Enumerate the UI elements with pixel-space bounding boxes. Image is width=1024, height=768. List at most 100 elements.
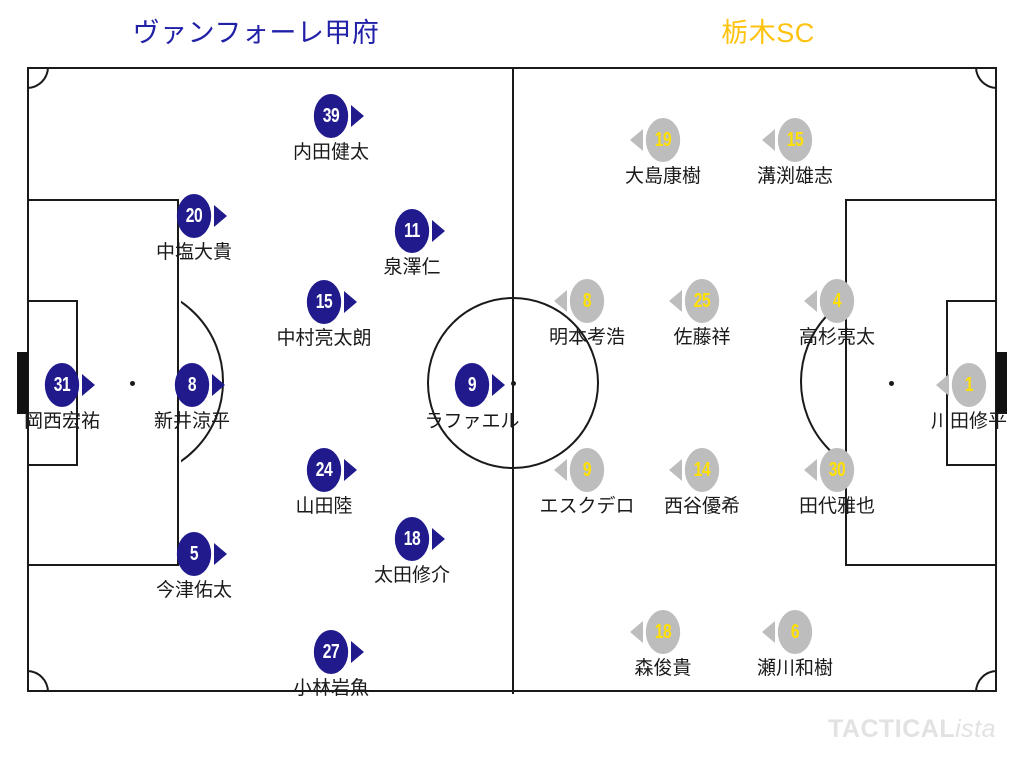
player-name: 瀬川和樹 [756, 658, 833, 679]
player-marker[interactable]: 9 [450, 363, 505, 407]
arrow-left-icon [630, 129, 643, 151]
player-marker[interactable]: 4 [804, 279, 859, 323]
arrow-left-icon [936, 374, 949, 396]
player-marker[interactable]: 6 [762, 610, 817, 654]
player-marker[interactable]: 19 [630, 118, 685, 162]
player-number: 8 [569, 279, 605, 323]
player-marker[interactable]: 5 [172, 532, 227, 576]
player-number: 25 [684, 279, 720, 323]
player-marker[interactable]: 15 [762, 118, 817, 162]
corner-arc-bottom-left [27, 670, 49, 692]
arrow-left-icon [669, 290, 682, 312]
player-number: 6 [777, 610, 813, 654]
player-number: 30 [819, 448, 855, 492]
player-number: 1 [951, 363, 987, 407]
centre-spot [511, 381, 516, 386]
player-number: 27 [313, 630, 349, 674]
player-number: 18 [394, 517, 430, 561]
player-marker[interactable]: 25 [669, 279, 724, 323]
player-number: 18 [645, 610, 681, 654]
player-name: ラファエル [424, 411, 520, 432]
player-number: 15 [306, 280, 342, 324]
player-name: 中村亮太朗 [276, 328, 372, 349]
player-name: 中塩大貴 [155, 242, 232, 263]
player-name: 溝渕雄志 [756, 166, 833, 187]
away-team-title: 栃木SC [721, 18, 815, 48]
arrow-left-icon [804, 290, 817, 312]
player-name: 小林岩魚 [292, 678, 369, 699]
arrow-right-icon [432, 528, 445, 550]
arrow-right-icon [351, 641, 364, 663]
arrow-left-icon [762, 621, 775, 643]
player-number: 5 [176, 532, 212, 576]
player-name: 今津佑太 [155, 580, 232, 601]
player-marker[interactable]: 9 [554, 448, 609, 492]
player-name: 山田陸 [295, 496, 353, 517]
player-number: 9 [454, 363, 490, 407]
player-name: 新井涼平 [153, 411, 230, 432]
player-marker[interactable]: 39 [309, 94, 364, 138]
player-marker[interactable]: 8 [554, 279, 609, 323]
penalty-spot-right [889, 381, 894, 386]
player-marker[interactable]: 11 [390, 209, 445, 253]
arrow-left-icon [554, 459, 567, 481]
player-number: 24 [306, 448, 342, 492]
tacticalista-watermark: TACTICALista [828, 715, 996, 744]
player-name: 高杉亮太 [798, 327, 875, 348]
player-name: 岡西宏祐 [23, 411, 100, 432]
player-marker[interactable]: 24 [302, 448, 357, 492]
player-number: 39 [313, 94, 349, 138]
corner-arc-top-right [975, 67, 997, 89]
arrow-right-icon [351, 105, 364, 127]
player-number: 31 [44, 363, 80, 407]
watermark-italic-text: ista [955, 715, 996, 743]
arrow-right-icon [82, 374, 95, 396]
player-marker[interactable]: 15 [302, 280, 357, 324]
arrow-right-icon [212, 374, 225, 396]
player-marker[interactable]: 14 [669, 448, 724, 492]
goal-right [996, 352, 1007, 414]
arrow-right-icon [344, 291, 357, 313]
player-name: 川田修平 [930, 411, 1007, 432]
corner-arc-top-left [27, 67, 49, 89]
player-marker[interactable]: 18 [630, 610, 685, 654]
arrow-left-icon [554, 290, 567, 312]
arrow-right-icon [214, 543, 227, 565]
centre-circle [427, 297, 599, 469]
player-name: 西谷優希 [663, 496, 740, 517]
penalty-spot-left [130, 381, 135, 386]
arrow-left-icon [762, 129, 775, 151]
arrow-left-icon [669, 459, 682, 481]
arrow-right-icon [492, 374, 505, 396]
penalty-area-right [845, 199, 997, 566]
player-marker[interactable]: 18 [390, 517, 445, 561]
home-team-title: ヴァンフォーレ甲府 [132, 18, 380, 48]
watermark-bold-text: TACTICAL [827, 715, 956, 743]
player-name: 大島康樹 [624, 166, 701, 187]
player-name: エスクデロ [539, 496, 635, 517]
player-number: 4 [819, 279, 855, 323]
player-number: 8 [174, 363, 210, 407]
player-marker[interactable]: 30 [804, 448, 859, 492]
player-name: 内田健太 [292, 142, 369, 163]
player-number: 19 [645, 118, 681, 162]
player-name: 田代雅也 [798, 496, 875, 517]
corner-arc-bottom-right [975, 670, 997, 692]
player-marker[interactable]: 1 [936, 363, 991, 407]
player-marker[interactable]: 8 [170, 363, 225, 407]
player-number: 15 [777, 118, 813, 162]
player-number: 9 [569, 448, 605, 492]
player-number: 14 [684, 448, 720, 492]
player-number: 20 [176, 194, 212, 238]
player-marker[interactable]: 27 [309, 630, 364, 674]
arrow-right-icon [432, 220, 445, 242]
arrow-right-icon [344, 459, 357, 481]
player-name: 太田修介 [373, 565, 450, 586]
player-number: 11 [394, 209, 430, 253]
player-marker[interactable]: 31 [40, 363, 95, 407]
player-name: 明本考浩 [548, 327, 625, 348]
football-pitch: 31 岡西宏祐 8 新井涼平 20 中塩大貴 5 今津佑太 39 内田健太 15 中村亮太朗 24 山田陸… [17, 67, 1007, 699]
player-marker[interactable]: 20 [172, 194, 227, 238]
player-name: 佐藤祥 [673, 327, 731, 348]
